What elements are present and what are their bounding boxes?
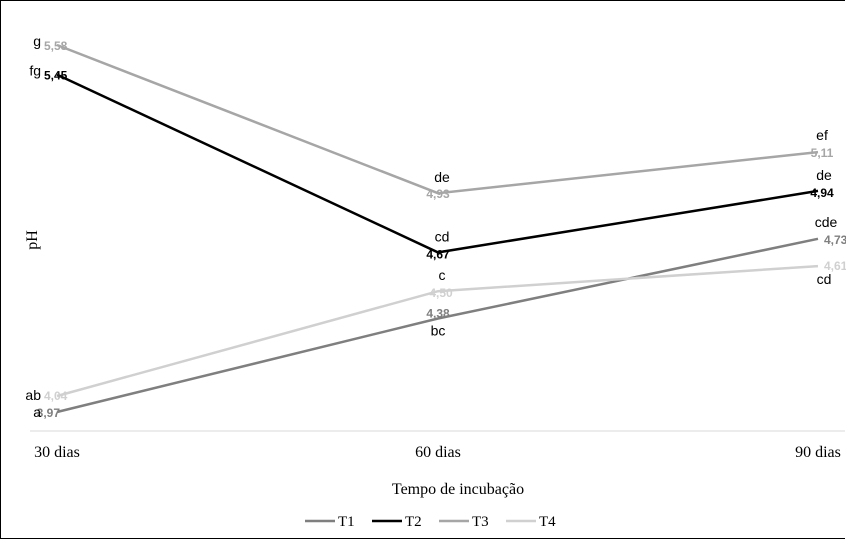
legend-label: T4 bbox=[539, 514, 556, 530]
letter-label-t2-2: cd bbox=[435, 228, 450, 244]
data-label-t1-1: 3,97 bbox=[37, 406, 61, 420]
legend-label: T3 bbox=[472, 514, 489, 530]
data-label-t2-2: 4,67 bbox=[426, 247, 450, 261]
letter-label-t3-1: g bbox=[33, 33, 41, 49]
series-line-t1 bbox=[56, 237, 819, 414]
data-label-t4-2: 4,50 bbox=[429, 286, 453, 300]
letter-label-t3-3: ef bbox=[816, 127, 828, 143]
legend-label: T1 bbox=[338, 514, 355, 530]
letter-label-t3-2: de bbox=[434, 169, 450, 185]
series-line-t4 bbox=[56, 264, 819, 398]
data-label-t2-3: 4,94 bbox=[810, 186, 834, 200]
data-label-t1-3: 4,73 bbox=[824, 233, 846, 247]
letter-label-t4-3: cd bbox=[817, 271, 832, 287]
letter-label-t2-3: de bbox=[816, 167, 832, 183]
x-tick-label: 30 dias bbox=[34, 444, 80, 461]
data-label-t4-1: 4,04 bbox=[44, 389, 68, 403]
legend-item-t2: T2 bbox=[372, 514, 422, 530]
legend-label: T2 bbox=[405, 514, 422, 530]
data-label-t1-2: 4,38 bbox=[426, 307, 450, 321]
x-tick-label: 60 dias bbox=[415, 444, 461, 461]
x-tick-label: 90 dias bbox=[795, 444, 841, 461]
data-label-t3-3: 5,11 bbox=[811, 146, 834, 160]
legend-item-t4: T4 bbox=[506, 514, 556, 530]
series-line-t2 bbox=[56, 73, 819, 254]
legend-item-t3: T3 bbox=[439, 514, 489, 530]
series-line-t3 bbox=[56, 43, 819, 195]
data-label-t3-2: 4,93 bbox=[426, 187, 450, 201]
letter-label-t1-2: bc bbox=[431, 323, 446, 339]
y-axis-label: pH bbox=[24, 230, 41, 250]
letter-label-t1-1: a bbox=[33, 404, 41, 420]
legend-item-t1: T1 bbox=[305, 514, 355, 530]
x-axis-label: Tempo de incubação bbox=[392, 481, 524, 498]
data-label-t3-1: 5,58 bbox=[44, 39, 68, 53]
data-label-t4-3: 4,61 bbox=[824, 259, 846, 273]
letter-label-t4-1: ab bbox=[25, 387, 41, 403]
letter-label-t4-2: c bbox=[439, 267, 446, 283]
data-label-t2-1: 5,45 bbox=[44, 69, 68, 83]
letter-label-t2-1: fg bbox=[29, 63, 41, 79]
letter-label-t1-3: cde bbox=[815, 214, 838, 230]
